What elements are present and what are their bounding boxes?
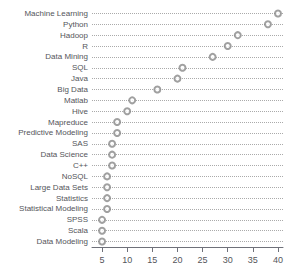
svg-text:35: 35 [248, 255, 258, 265]
svg-text:SAS: SAS [72, 139, 88, 148]
svg-text:Hadoop: Hadoop [60, 31, 89, 40]
svg-text:SPSS: SPSS [67, 215, 88, 224]
svg-text:Statistics: Statistics [56, 194, 88, 203]
svg-text:Big Data: Big Data [57, 85, 88, 94]
svg-text:30: 30 [223, 255, 233, 265]
svg-text:Mapreduce: Mapreduce [48, 118, 89, 127]
svg-text:20: 20 [172, 255, 182, 265]
svg-text:Statistical Modeling: Statistical Modeling [19, 204, 88, 213]
svg-text:Hive: Hive [72, 107, 89, 116]
svg-text:SQL: SQL [72, 63, 89, 72]
svg-text:40: 40 [273, 255, 283, 265]
svg-text:25: 25 [198, 255, 208, 265]
svg-text:15: 15 [147, 255, 157, 265]
svg-text:Data Mining: Data Mining [45, 52, 88, 61]
svg-text:Machine Learning: Machine Learning [24, 9, 88, 18]
svg-text:Predictive Modeling: Predictive Modeling [18, 128, 88, 137]
svg-text:R: R [82, 42, 88, 51]
svg-text:Data Modeling: Data Modeling [36, 237, 88, 246]
svg-text:Java: Java [71, 74, 88, 83]
svg-text:5: 5 [100, 255, 105, 265]
svg-text:NoSQL: NoSQL [62, 172, 89, 181]
svg-text:Matlab: Matlab [64, 96, 89, 105]
svg-text:10: 10 [122, 255, 132, 265]
svg-text:Large Data Sets: Large Data Sets [30, 183, 88, 192]
svg-text:C++: C++ [73, 161, 88, 170]
svg-text:Data Science: Data Science [40, 150, 88, 159]
svg-text:Scala: Scala [68, 226, 89, 235]
svg-text:Python: Python [63, 20, 88, 29]
